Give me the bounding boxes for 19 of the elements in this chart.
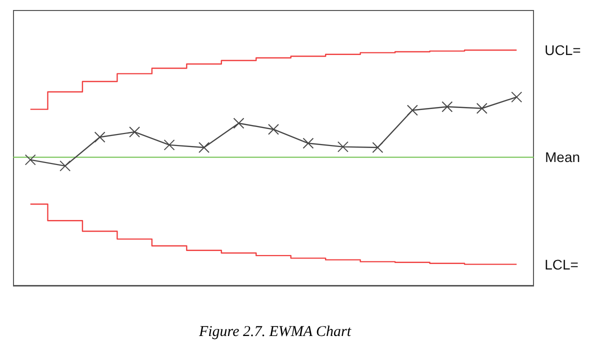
caption: Figure 2.7. EWMA Chart xyxy=(198,324,352,341)
point xyxy=(60,160,71,172)
ref-line-label: Mean xyxy=(545,149,580,166)
series-label: UCL= xyxy=(544,42,581,58)
point xyxy=(442,101,453,112)
point xyxy=(94,132,106,143)
point xyxy=(337,141,348,152)
point xyxy=(129,126,140,138)
point xyxy=(164,139,175,150)
point xyxy=(476,102,488,114)
point xyxy=(233,118,244,129)
point xyxy=(406,104,418,116)
point xyxy=(511,92,522,103)
point xyxy=(268,124,279,135)
point xyxy=(24,154,36,166)
point xyxy=(372,142,384,154)
point xyxy=(198,142,210,154)
series-label: LCL= xyxy=(544,256,578,272)
point xyxy=(302,138,314,149)
